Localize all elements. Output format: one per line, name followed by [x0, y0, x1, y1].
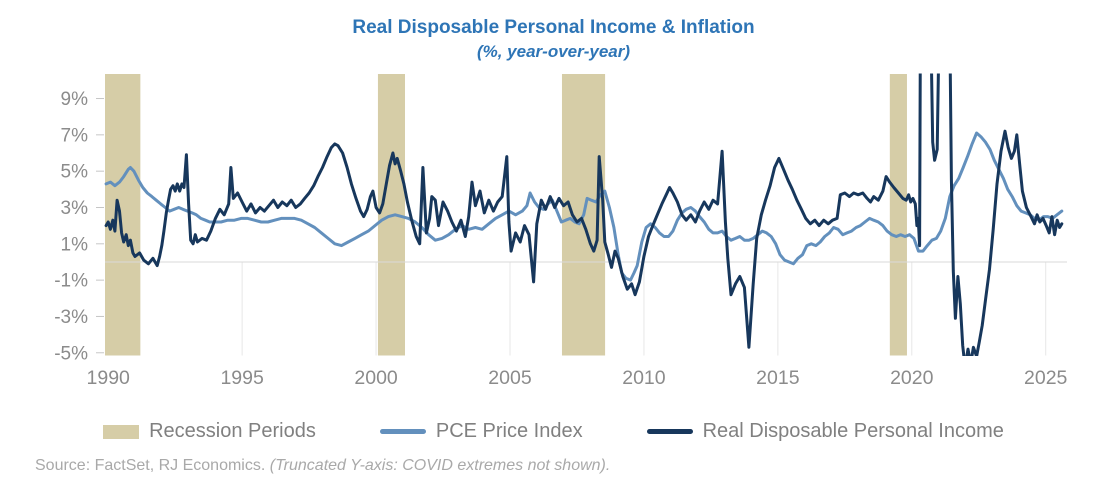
income-line-swatch-icon: [646, 429, 693, 434]
y-tick-label: -3%: [54, 307, 88, 328]
legend-item-recession-periods: Recession Periods: [103, 420, 316, 443]
source-note: Source: FactSet, RJ Economics. (Truncate…: [35, 457, 610, 475]
x-tick-label: 2005: [488, 367, 532, 389]
pce-line-swatch-icon: [379, 429, 426, 434]
legend-label-recession-periods: Recession Periods: [149, 420, 316, 442]
y-tick-label: -5%: [54, 343, 88, 364]
chart-title: Real Disposable Personal Income & Inflat…: [352, 17, 755, 38]
x-tick-label: 1995: [220, 367, 264, 389]
y-tick-label: -1%: [54, 271, 88, 292]
chart-subtitle: (%, year-over-year): [476, 42, 631, 61]
real-disposable-personal-income-line: [104, 73, 1064, 356]
legend-item-real-disposable-personal-income: Real Disposable Personal Income: [646, 420, 1004, 443]
recession-band: [889, 74, 907, 356]
x-tick-label: 2015: [756, 367, 800, 389]
recession-band-swatch-icon: [103, 424, 140, 439]
x-tick-label: 2010: [622, 367, 666, 389]
y-tick-label: 7%: [61, 125, 89, 146]
legend-item-pce-price-index: PCE Price Index: [379, 420, 583, 443]
legend: Recession Periods PCE Price Index Real D…: [0, 420, 1107, 443]
recession-band: [105, 74, 141, 356]
x-tick-label: 2000: [354, 367, 398, 389]
x-tick-label: 2025: [1024, 367, 1068, 389]
legend-label-real-disposable-personal-income: Real Disposable Personal Income: [702, 420, 1004, 442]
truncation-note: (Truncated Y-axis: COVID extremes not sh…: [269, 457, 611, 474]
y-tick-label: 5%: [61, 162, 89, 183]
y-tick-label: 9%: [61, 89, 89, 110]
pce-price-index-line: [104, 131, 1064, 282]
y-tick-label: 3%: [61, 198, 89, 219]
y-tick-label: 1%: [61, 234, 89, 255]
source-text: Source: FactSet, RJ Economics.: [35, 457, 270, 474]
x-tick-label: 2020: [890, 367, 934, 389]
x-tick-label: 1990: [87, 367, 131, 389]
legend-label-pce-price-index: PCE Price Index: [435, 420, 583, 442]
